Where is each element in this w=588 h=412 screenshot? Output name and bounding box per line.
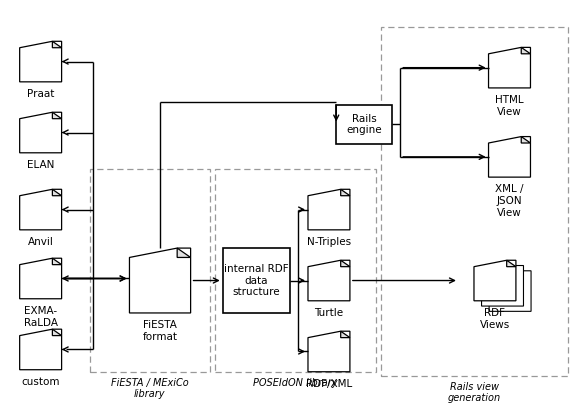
Polygon shape (19, 41, 62, 82)
Polygon shape (308, 260, 350, 301)
Polygon shape (489, 271, 531, 311)
Text: XML /
JSON
View: XML / JSON View (495, 185, 524, 218)
FancyBboxPatch shape (336, 105, 392, 144)
Polygon shape (19, 112, 62, 153)
Text: Turtle: Turtle (315, 308, 343, 318)
Text: internal RDF
data
structure: internal RDF data structure (224, 264, 289, 297)
Polygon shape (19, 189, 62, 230)
Polygon shape (521, 47, 530, 54)
Text: FiESTA / MExiCo
library: FiESTA / MExiCo library (111, 378, 189, 399)
Text: HTML
View: HTML View (495, 95, 524, 117)
Text: Anvil: Anvil (28, 237, 54, 247)
Polygon shape (482, 265, 523, 306)
Text: custom: custom (21, 377, 60, 387)
Polygon shape (129, 248, 191, 313)
Text: EXMA-
RaLDA: EXMA- RaLDA (24, 306, 58, 328)
Text: Rails view
generation: Rails view generation (448, 382, 501, 403)
Text: Rails
engine: Rails engine (346, 114, 382, 135)
Text: N-Triples: N-Triples (307, 237, 351, 247)
Polygon shape (340, 260, 350, 267)
Text: RDF/XML: RDF/XML (306, 379, 352, 389)
Polygon shape (52, 189, 62, 196)
Polygon shape (489, 47, 530, 88)
Polygon shape (177, 248, 191, 258)
Polygon shape (19, 329, 62, 370)
Polygon shape (308, 189, 350, 230)
Polygon shape (474, 260, 516, 301)
FancyBboxPatch shape (223, 248, 290, 313)
Text: ELAN: ELAN (27, 160, 54, 170)
Polygon shape (52, 41, 62, 48)
Polygon shape (521, 137, 530, 143)
Text: FiESTA
format: FiESTA format (142, 320, 178, 342)
Text: Praat: Praat (27, 89, 54, 99)
Polygon shape (489, 137, 530, 177)
Polygon shape (308, 331, 350, 372)
Text: RDF
Views: RDF Views (480, 308, 510, 330)
Polygon shape (52, 112, 62, 119)
Polygon shape (507, 260, 516, 267)
Text: POSEIdON library: POSEIdON library (253, 378, 338, 388)
Polygon shape (52, 258, 62, 265)
Polygon shape (340, 189, 350, 196)
Polygon shape (19, 258, 62, 299)
Polygon shape (52, 329, 62, 336)
Polygon shape (340, 331, 350, 337)
